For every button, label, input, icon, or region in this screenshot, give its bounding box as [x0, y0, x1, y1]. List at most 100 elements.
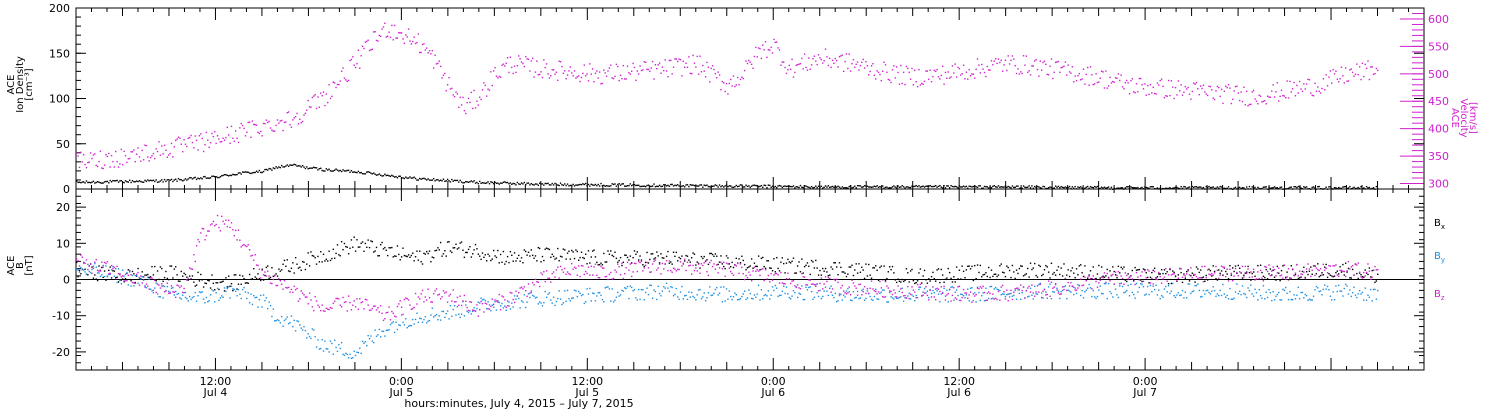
- data-point: [1324, 266, 1326, 268]
- data-point: [898, 296, 901, 299]
- data-point: [823, 283, 825, 285]
- data-point: [317, 255, 319, 258]
- data-point: [303, 114, 305, 116]
- data-point: [409, 324, 411, 327]
- data-point: [780, 185, 782, 187]
- data-point: [1237, 264, 1240, 267]
- data-point: [1078, 284, 1081, 287]
- data-point: [116, 265, 118, 268]
- data-point: [916, 283, 919, 286]
- data-point: [188, 177, 191, 179]
- data-point: [1368, 186, 1371, 189]
- data-point: [1367, 60, 1369, 62]
- data-point: [502, 63, 505, 65]
- data-point: [515, 71, 517, 74]
- data-point: [767, 274, 770, 277]
- data-point: [1047, 286, 1050, 288]
- data-point: [463, 315, 466, 317]
- data-point: [547, 182, 549, 185]
- data-point: [858, 185, 860, 187]
- data-point: [810, 185, 813, 188]
- data-point: [861, 186, 863, 188]
- data-point: [516, 65, 519, 67]
- data-point: [144, 286, 146, 288]
- data-point: [558, 259, 560, 262]
- data-point: [760, 184, 763, 187]
- data-point: [709, 252, 711, 255]
- data-point: [1377, 289, 1379, 292]
- y-axis-label: ACE: [6, 75, 17, 95]
- data-point: [346, 353, 348, 356]
- data-point: [714, 184, 717, 186]
- data-point: [1066, 297, 1068, 300]
- data-point: [419, 51, 421, 54]
- data-point: [971, 265, 973, 268]
- data-point: [618, 265, 620, 268]
- data-point: [1227, 277, 1230, 280]
- data-point: [813, 296, 816, 299]
- data-point: [1139, 187, 1142, 189]
- data-point: [386, 311, 389, 314]
- data-point: [756, 293, 758, 295]
- data-point: [1220, 186, 1223, 188]
- data-point: [294, 330, 297, 332]
- data-point: [1236, 272, 1238, 274]
- data-point: [1000, 186, 1002, 188]
- data-point: [1145, 272, 1147, 274]
- data-point: [222, 174, 224, 177]
- data-point: [87, 181, 89, 184]
- data-point: [1344, 262, 1347, 264]
- data-point: [169, 265, 171, 267]
- data-point: [227, 275, 230, 277]
- data-point: [530, 249, 533, 251]
- y-tick-label: 10: [56, 237, 70, 250]
- data-point: [377, 174, 379, 176]
- data-point: [776, 272, 778, 275]
- data-point: [1110, 292, 1113, 295]
- data-point: [778, 184, 781, 187]
- data-point: [801, 258, 803, 260]
- data-point: [809, 273, 811, 276]
- data-point: [534, 255, 537, 257]
- data-point: [840, 266, 842, 269]
- data-point: [533, 257, 535, 259]
- data-point: [1025, 55, 1028, 57]
- data-point: [215, 282, 217, 284]
- data-point: [619, 74, 622, 76]
- data-point: [848, 286, 850, 288]
- data-point: [1034, 185, 1036, 188]
- data-point: [342, 296, 344, 299]
- data-point: [827, 275, 830, 277]
- data-point: [1170, 80, 1173, 82]
- data-point: [840, 287, 842, 289]
- data-point: [1347, 80, 1350, 82]
- data-point: [1070, 72, 1072, 74]
- data-point: [594, 183, 597, 186]
- data-point: [374, 329, 376, 331]
- data-point: [1174, 86, 1177, 89]
- data-point: [796, 265, 799, 267]
- data-point: [571, 262, 573, 265]
- data-point: [714, 73, 717, 75]
- data-point: [446, 301, 449, 303]
- data-point: [501, 261, 503, 264]
- data-point: [499, 308, 502, 311]
- data-point: [483, 311, 485, 313]
- data-point: [279, 279, 281, 282]
- data-point: [1220, 270, 1223, 272]
- data-point: [318, 106, 321, 108]
- data-point: [541, 183, 544, 185]
- data-point: [1349, 69, 1351, 71]
- data-point: [504, 305, 506, 307]
- data-point: [1301, 270, 1304, 273]
- data-point: [608, 253, 611, 255]
- data-point: [869, 186, 871, 188]
- data-point: [1229, 87, 1231, 89]
- data-point: [784, 283, 786, 285]
- data-point: [731, 272, 733, 275]
- data-point: [366, 299, 368, 301]
- data-point: [183, 272, 185, 274]
- data-point: [866, 275, 869, 277]
- data-point: [399, 32, 401, 34]
- data-point: [215, 292, 217, 294]
